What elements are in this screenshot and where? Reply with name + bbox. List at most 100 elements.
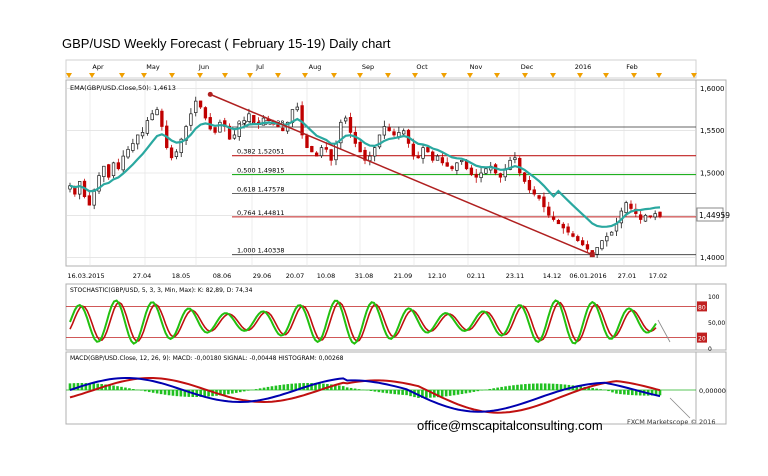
macd-histogram-bar [266, 386, 270, 390]
macd-histogram-bar [155, 390, 159, 394]
date-tick-label: 21.09 [394, 272, 413, 280]
macd-histogram-bar [539, 383, 543, 390]
macd-histogram-bar [242, 390, 246, 392]
candle-body [102, 165, 106, 177]
macd-histogram-bar [397, 390, 400, 395]
event-marker-icon [169, 73, 175, 78]
event-marker-icon [222, 73, 228, 78]
macd-histogram-bar [555, 383, 559, 390]
candle-body [314, 152, 319, 157]
candle-body [373, 147, 377, 157]
candle-body [648, 215, 652, 218]
macd-histogram-bar [282, 384, 286, 390]
macd-histogram-bar [591, 388, 594, 390]
candle-body [368, 155, 372, 162]
macd-histogram-bar [274, 385, 278, 390]
event-marker-icon [441, 73, 447, 78]
candle-body [131, 143, 135, 151]
macd-histogram-bar [286, 384, 290, 390]
candle-body [150, 113, 154, 121]
month-label: Jun [198, 63, 209, 71]
macd-histogram-bar [183, 390, 187, 397]
candle-body [571, 233, 575, 237]
macd-histogram-bar [223, 390, 226, 395]
candle-body [261, 117, 266, 126]
candle-body [116, 162, 121, 170]
date-tick-label: 18.05 [172, 272, 191, 280]
fib-level-label: 0,764 1,44811 [237, 209, 285, 217]
candle-body [169, 147, 174, 159]
footer-email: office@mscapitalconsulting.com [417, 418, 603, 433]
candle-body [542, 196, 546, 208]
trend-anchor-top [207, 91, 213, 97]
fib-level-label: 0,618 1,47578 [237, 185, 285, 193]
candle-body [136, 134, 140, 145]
candle-body [155, 109, 159, 116]
candle-body [513, 157, 517, 160]
macd-histogram-bar [227, 390, 230, 395]
macd-histogram-bar [203, 390, 206, 397]
candle-body [431, 151, 435, 161]
event-marker-icon [691, 73, 697, 78]
macd-line [69, 377, 661, 413]
macd-histogram-bar [524, 384, 527, 390]
candle-body [339, 121, 343, 144]
event-marker-icon [247, 73, 253, 78]
macd-histogram-bar [373, 390, 377, 392]
stochastic-level-label: 80 [698, 304, 706, 311]
macd-histogram-bar [290, 383, 294, 390]
macd-histogram-bar [599, 389, 602, 390]
macd-histogram-bar [353, 388, 357, 390]
macd-histogram-bar [496, 387, 499, 390]
macd-histogram-bar [92, 383, 96, 390]
macd-histogram-bar [254, 389, 258, 390]
date-tick-label: 20.07 [286, 272, 305, 280]
candle-body [160, 110, 164, 127]
candle-body [609, 231, 614, 236]
event-marker-icon [577, 73, 583, 78]
candle-body [358, 141, 362, 153]
candle-body [580, 240, 585, 246]
macd-histogram-bar [389, 390, 393, 394]
macd-histogram-bar [623, 390, 626, 395]
macd-histogram-bar [345, 387, 349, 390]
month-label: Oct [416, 63, 428, 71]
macd-histogram-bar [452, 390, 456, 396]
macd-histogram-bar [440, 390, 444, 397]
fib-level-label: 0,500 1,49815 [237, 167, 285, 175]
price-tick-label: 1,5500 [700, 127, 725, 135]
macd-histogram-bar [349, 387, 353, 390]
macd-histogram-bar [112, 385, 115, 390]
candle-body [460, 159, 464, 163]
macd-histogram-bar [587, 387, 591, 390]
candle-body [498, 173, 503, 178]
event-marker-icon [302, 73, 308, 78]
macd-histogram-bar [520, 384, 523, 390]
macd-histogram-bar [551, 383, 555, 390]
macd-histogram-bar [262, 387, 266, 390]
macd-histogram-bar [508, 385, 511, 390]
month-label: Nov [470, 63, 483, 71]
event-marker-icon [89, 73, 95, 78]
candle-body [140, 132, 145, 137]
macd-histogram-bar [357, 389, 361, 390]
macd-histogram-bar [310, 383, 313, 390]
candle-body [343, 117, 348, 122]
fib-level-label: 1,000 1,40338 [237, 247, 285, 255]
stochastic-pointer [657, 319, 671, 343]
month-label: Sep [362, 63, 374, 71]
candle-body [561, 223, 565, 229]
month-label: Aug [309, 63, 322, 71]
candle-body [218, 121, 222, 133]
candle-body [445, 162, 449, 167]
macd-histogram-bar [298, 383, 301, 390]
macd-histogram-bar [405, 390, 408, 396]
macd-histogram-bar [258, 388, 262, 390]
candle-body [537, 195, 541, 199]
event-marker-icon [385, 73, 391, 78]
candle-body [450, 166, 454, 170]
candle-body [435, 155, 440, 161]
macd-histogram-bar [128, 388, 131, 390]
candle-body [145, 120, 150, 134]
macd-histogram-bar [531, 383, 535, 390]
